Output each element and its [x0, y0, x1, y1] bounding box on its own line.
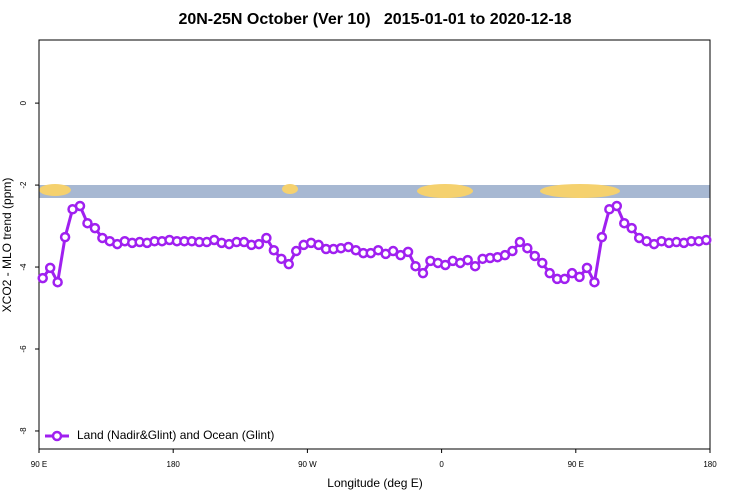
data-point	[499, 249, 511, 261]
data-point	[507, 245, 518, 257]
data-point	[611, 200, 623, 212]
data-point	[537, 257, 548, 269]
legend-marker	[51, 430, 63, 442]
data-point	[410, 260, 421, 272]
x-tick-label: 90 W	[298, 460, 317, 469]
x-tick-label: 90 E	[31, 460, 47, 469]
y-tick-label: -4	[19, 263, 28, 271]
data-point	[44, 262, 56, 274]
data-point	[402, 246, 414, 258]
data-point	[387, 245, 399, 257]
x-tick-label: 0	[439, 460, 444, 469]
x-tick-label: 90 E	[568, 460, 584, 469]
data-point	[283, 258, 295, 270]
data-point	[529, 250, 541, 262]
data-point	[581, 262, 593, 274]
data-point	[574, 271, 585, 283]
data-point	[59, 231, 71, 243]
data-point	[290, 245, 302, 257]
y-tick-label: -8	[19, 427, 28, 435]
chart-title: 20N-25N October (Ver 10) 2015-01-01 to 2…	[178, 11, 571, 28]
data-point	[469, 260, 481, 272]
x-axis-label: Longitude (deg E)	[327, 476, 422, 490]
data-point	[462, 254, 473, 266]
data-point	[559, 273, 570, 285]
y-tick-label: -6	[19, 345, 28, 353]
x-tick-label: 180	[167, 460, 181, 469]
data-point	[82, 217, 93, 229]
data-point	[626, 222, 637, 234]
data-point	[313, 239, 324, 251]
data-point	[589, 276, 600, 288]
map-strip	[39, 184, 710, 198]
data-point	[52, 276, 63, 288]
legend-label: Land (Nadir&Glint) and Ocean (Glint)	[77, 428, 274, 442]
plot-frame	[38, 39, 711, 450]
data-point	[514, 236, 526, 248]
data-point	[596, 231, 608, 243]
data-point	[544, 267, 555, 279]
data-point	[261, 232, 272, 244]
data-point	[417, 267, 429, 279]
data-point	[268, 244, 280, 256]
data-point	[74, 200, 86, 212]
data-point	[619, 217, 630, 229]
data-point	[440, 259, 451, 271]
data-point	[701, 234, 712, 246]
y-tick-label: 0	[19, 100, 28, 105]
data-point	[522, 242, 533, 254]
data-point	[276, 253, 287, 265]
y-axis-label: XCO2 - MLO trend (ppm)	[0, 178, 14, 313]
x-tick-label: 180	[703, 460, 717, 469]
data-point	[253, 238, 265, 250]
data-point	[37, 272, 48, 284]
data-point	[89, 222, 101, 234]
y-tick-label: -2	[19, 181, 28, 189]
